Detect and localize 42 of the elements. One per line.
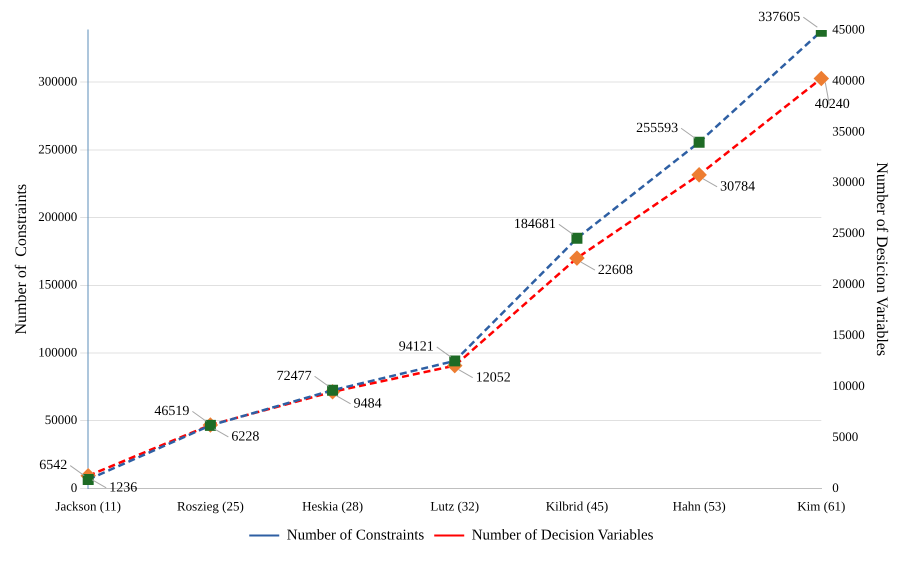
data-label: 46519 xyxy=(154,404,190,420)
y-tick-label: 100000 xyxy=(38,344,78,360)
y-tick-label: 200000 xyxy=(38,208,78,224)
x-tick-label: Hahn (53) xyxy=(672,498,726,514)
x-tick-label: Lutz (32) xyxy=(430,498,480,514)
y-tick-label: 250000 xyxy=(38,141,78,156)
y-tick-label: 0 xyxy=(70,480,78,495)
legend-label: Number of Constraints xyxy=(286,527,424,544)
x-tick-label: Kilbrid (45) xyxy=(546,498,608,514)
data-label: 1236 xyxy=(109,480,138,496)
y-tick-label: 50000 xyxy=(44,412,78,428)
legend-label: Number of Decision Variables xyxy=(472,527,654,544)
data-label: 30784 xyxy=(720,179,756,194)
y2-tick-label: 0 xyxy=(832,480,839,495)
y-tick-label: 150000 xyxy=(38,276,78,292)
data-label: 255593 xyxy=(636,120,678,136)
y2-tick-label: 30000 xyxy=(832,174,865,190)
y2-tick-label: 20000 xyxy=(832,276,865,292)
y2-tick-label: 5000 xyxy=(832,428,858,444)
x-tick-label: Roszieg (25) xyxy=(176,498,244,514)
y2-tick-label: 10000 xyxy=(832,378,865,393)
data-label: 337605 xyxy=(758,10,800,25)
y-tick-label: 300000 xyxy=(38,74,78,89)
data-label: 12052 xyxy=(476,370,511,386)
y2-tick-label: 40000 xyxy=(832,72,865,88)
y2-tick-label: 15000 xyxy=(832,327,865,342)
data-label: 40240 xyxy=(814,97,850,112)
y2-tick-label: 25000 xyxy=(832,225,865,240)
data-label: 72477 xyxy=(276,368,312,384)
x-tick-label: Kim (61) xyxy=(797,498,846,514)
data-label: 9484 xyxy=(354,396,382,412)
data-label: 22608 xyxy=(598,262,633,278)
y2-tick-label: 35000 xyxy=(832,123,865,138)
data-label: 6228 xyxy=(231,430,260,445)
y-axis-title: Number of Constraints xyxy=(12,184,30,335)
data-label: 94121 xyxy=(398,340,434,355)
data-label: 6542 xyxy=(39,458,68,474)
data-label: 184681 xyxy=(514,216,556,232)
y2-axis-title: Number of Desicion Variables xyxy=(873,162,890,356)
x-tick-label: Heskia (28) xyxy=(302,498,364,514)
x-tick-label: Jackson (11) xyxy=(55,498,121,514)
y2-tick-label: 45000 xyxy=(832,21,865,36)
